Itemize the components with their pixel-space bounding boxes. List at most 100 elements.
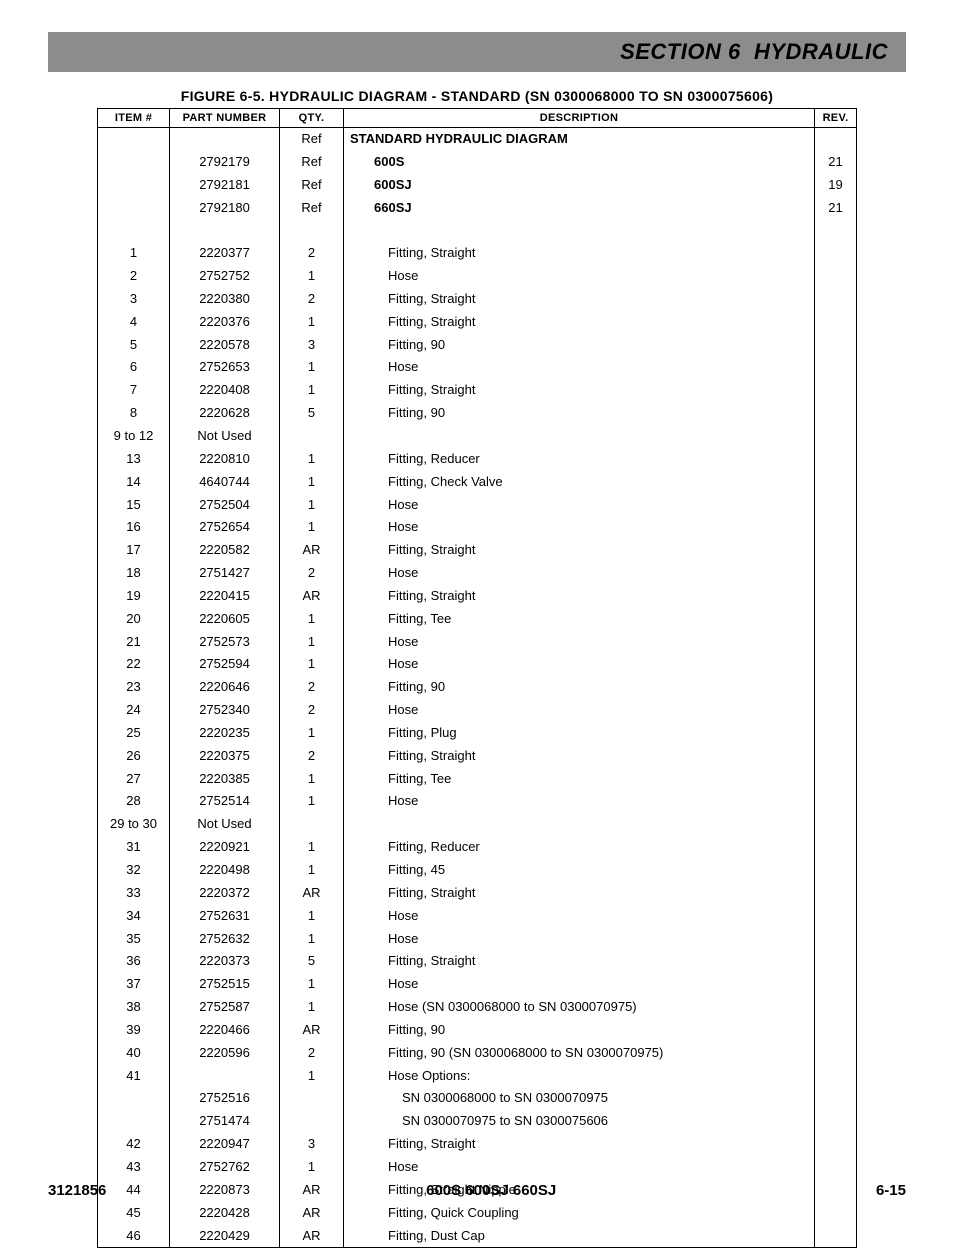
cell-part: 2220498 xyxy=(170,859,280,882)
figure-title: FIGURE 6-5. HYDRAULIC DIAGRAM - STANDARD… xyxy=(48,88,906,104)
cell-item: 26 xyxy=(98,745,170,768)
cell-part: 2792180 xyxy=(170,197,280,220)
cell-rev xyxy=(815,1202,857,1225)
cell-desc: Fitting, Check Valve xyxy=(344,471,815,494)
cell-desc: Hose xyxy=(344,516,815,539)
cell-rev xyxy=(815,1156,857,1179)
cell-rev xyxy=(815,608,857,631)
cell-qty: Ref xyxy=(280,128,344,151)
table-row xyxy=(98,219,857,242)
cell-item: 5 xyxy=(98,334,170,357)
cell-part: 2752653 xyxy=(170,356,280,379)
cell-desc: Fitting, Straight xyxy=(344,242,815,265)
cell-qty: 2 xyxy=(280,1042,344,1065)
cell-part: 2220373 xyxy=(170,950,280,973)
cell-desc: Fitting, Straight xyxy=(344,1133,815,1156)
cell-rev xyxy=(815,425,857,448)
cell-rev: 21 xyxy=(815,197,857,220)
cell-part: 2752752 xyxy=(170,265,280,288)
cell-item: 2 xyxy=(98,265,170,288)
cell-desc: Fitting, Plug xyxy=(344,722,815,745)
cell-desc: Hose xyxy=(344,790,815,813)
table-header-row: ITEM # PART NUMBER QTY. DESCRIPTION REV. xyxy=(98,109,857,128)
cell-item xyxy=(98,1110,170,1133)
cell-qty: 2 xyxy=(280,288,344,311)
cell-qty: 1 xyxy=(280,516,344,539)
table-row: 4222209473Fitting, Straight xyxy=(98,1133,857,1156)
cell-qty xyxy=(280,1110,344,1133)
section-number: SECTION 6 xyxy=(620,39,741,64)
cell-desc: Fitting, Straight xyxy=(344,745,815,768)
cell-qty: 1 xyxy=(280,836,344,859)
cell-rev xyxy=(815,539,857,562)
cell-part: 2792179 xyxy=(170,151,280,174)
table-row: 2722203851Fitting, Tee xyxy=(98,768,857,791)
cell-rev xyxy=(815,494,857,517)
cell-item: 24 xyxy=(98,699,170,722)
cell-item: 17 xyxy=(98,539,170,562)
cell-part: 2220578 xyxy=(170,334,280,357)
table-row: 2751474SN 0300070975 to SN 0300075606 xyxy=(98,1110,857,1133)
cell-part: 2752515 xyxy=(170,973,280,996)
cell-item: 13 xyxy=(98,448,170,471)
cell-qty: AR xyxy=(280,1202,344,1225)
cell-rev xyxy=(815,813,857,836)
cell-desc: Hose xyxy=(344,973,815,996)
cell-part: 4640744 xyxy=(170,471,280,494)
table-row: 1827514272Hose xyxy=(98,562,857,585)
section-header-bar: SECTION 6 HYDRAULIC xyxy=(48,32,906,72)
cell-item xyxy=(98,219,170,242)
cell-desc: Hose xyxy=(344,494,815,517)
table-row: 322203802Fitting, Straight xyxy=(98,288,857,311)
cell-desc xyxy=(344,219,815,242)
cell-part: 2220596 xyxy=(170,1042,280,1065)
cell-qty: 1 xyxy=(280,722,344,745)
cell-part: 2220385 xyxy=(170,768,280,791)
table-row: 2022206051Fitting, Tee xyxy=(98,608,857,631)
cell-rev xyxy=(815,265,857,288)
cell-desc: STANDARD HYDRAULIC DIAGRAM xyxy=(344,128,815,151)
cell-rev xyxy=(815,311,857,334)
cell-item: 36 xyxy=(98,950,170,973)
cell-part: 2752587 xyxy=(170,996,280,1019)
section-header-text: SECTION 6 HYDRAULIC xyxy=(620,39,888,65)
footer-right: 6-15 xyxy=(876,1182,906,1199)
table-row: 422203761Fitting, Straight xyxy=(98,311,857,334)
cell-rev xyxy=(815,516,857,539)
cell-part xyxy=(170,128,280,151)
cell-qty: 2 xyxy=(280,676,344,699)
cell-item: 28 xyxy=(98,790,170,813)
table-row: 2792181Ref600SJ19 xyxy=(98,174,857,197)
cell-qty: 5 xyxy=(280,950,344,973)
cell-rev xyxy=(815,1065,857,1088)
cell-part: 2220921 xyxy=(170,836,280,859)
table-row: 332220372ARFitting, Straight xyxy=(98,882,857,905)
cell-desc: Fitting, Tee xyxy=(344,768,815,791)
table-row: 3622203735Fitting, Straight xyxy=(98,950,857,973)
cell-rev xyxy=(815,631,857,654)
cell-item: 6 xyxy=(98,356,170,379)
cell-item: 4 xyxy=(98,311,170,334)
table-row: 1527525041Hose xyxy=(98,494,857,517)
cell-qty: 2 xyxy=(280,699,344,722)
cell-item: 18 xyxy=(98,562,170,585)
cell-qty xyxy=(280,813,344,836)
table-row: 172220582ARFitting, Straight xyxy=(98,539,857,562)
cell-rev xyxy=(815,288,857,311)
cell-item: 8 xyxy=(98,402,170,425)
cell-rev xyxy=(815,219,857,242)
table-row: 2622203752Fitting, Straight xyxy=(98,745,857,768)
cell-desc: Fitting, Straight xyxy=(344,882,815,905)
cell-part: 2792181 xyxy=(170,174,280,197)
cell-rev xyxy=(815,448,857,471)
cell-rev xyxy=(815,1133,857,1156)
cell-item: 32 xyxy=(98,859,170,882)
footer-left: 3121856 xyxy=(48,1182,106,1199)
cell-desc: SN 0300070975 to SN 0300075606 xyxy=(344,1110,815,1133)
cell-qty: AR xyxy=(280,1019,344,1042)
table-row: 227527521Hose xyxy=(98,265,857,288)
cell-qty: Ref xyxy=(280,151,344,174)
table-row: 2792179Ref600S21 xyxy=(98,151,857,174)
table-row: 3222204981Fitting, 45 xyxy=(98,859,857,882)
cell-qty: 5 xyxy=(280,402,344,425)
